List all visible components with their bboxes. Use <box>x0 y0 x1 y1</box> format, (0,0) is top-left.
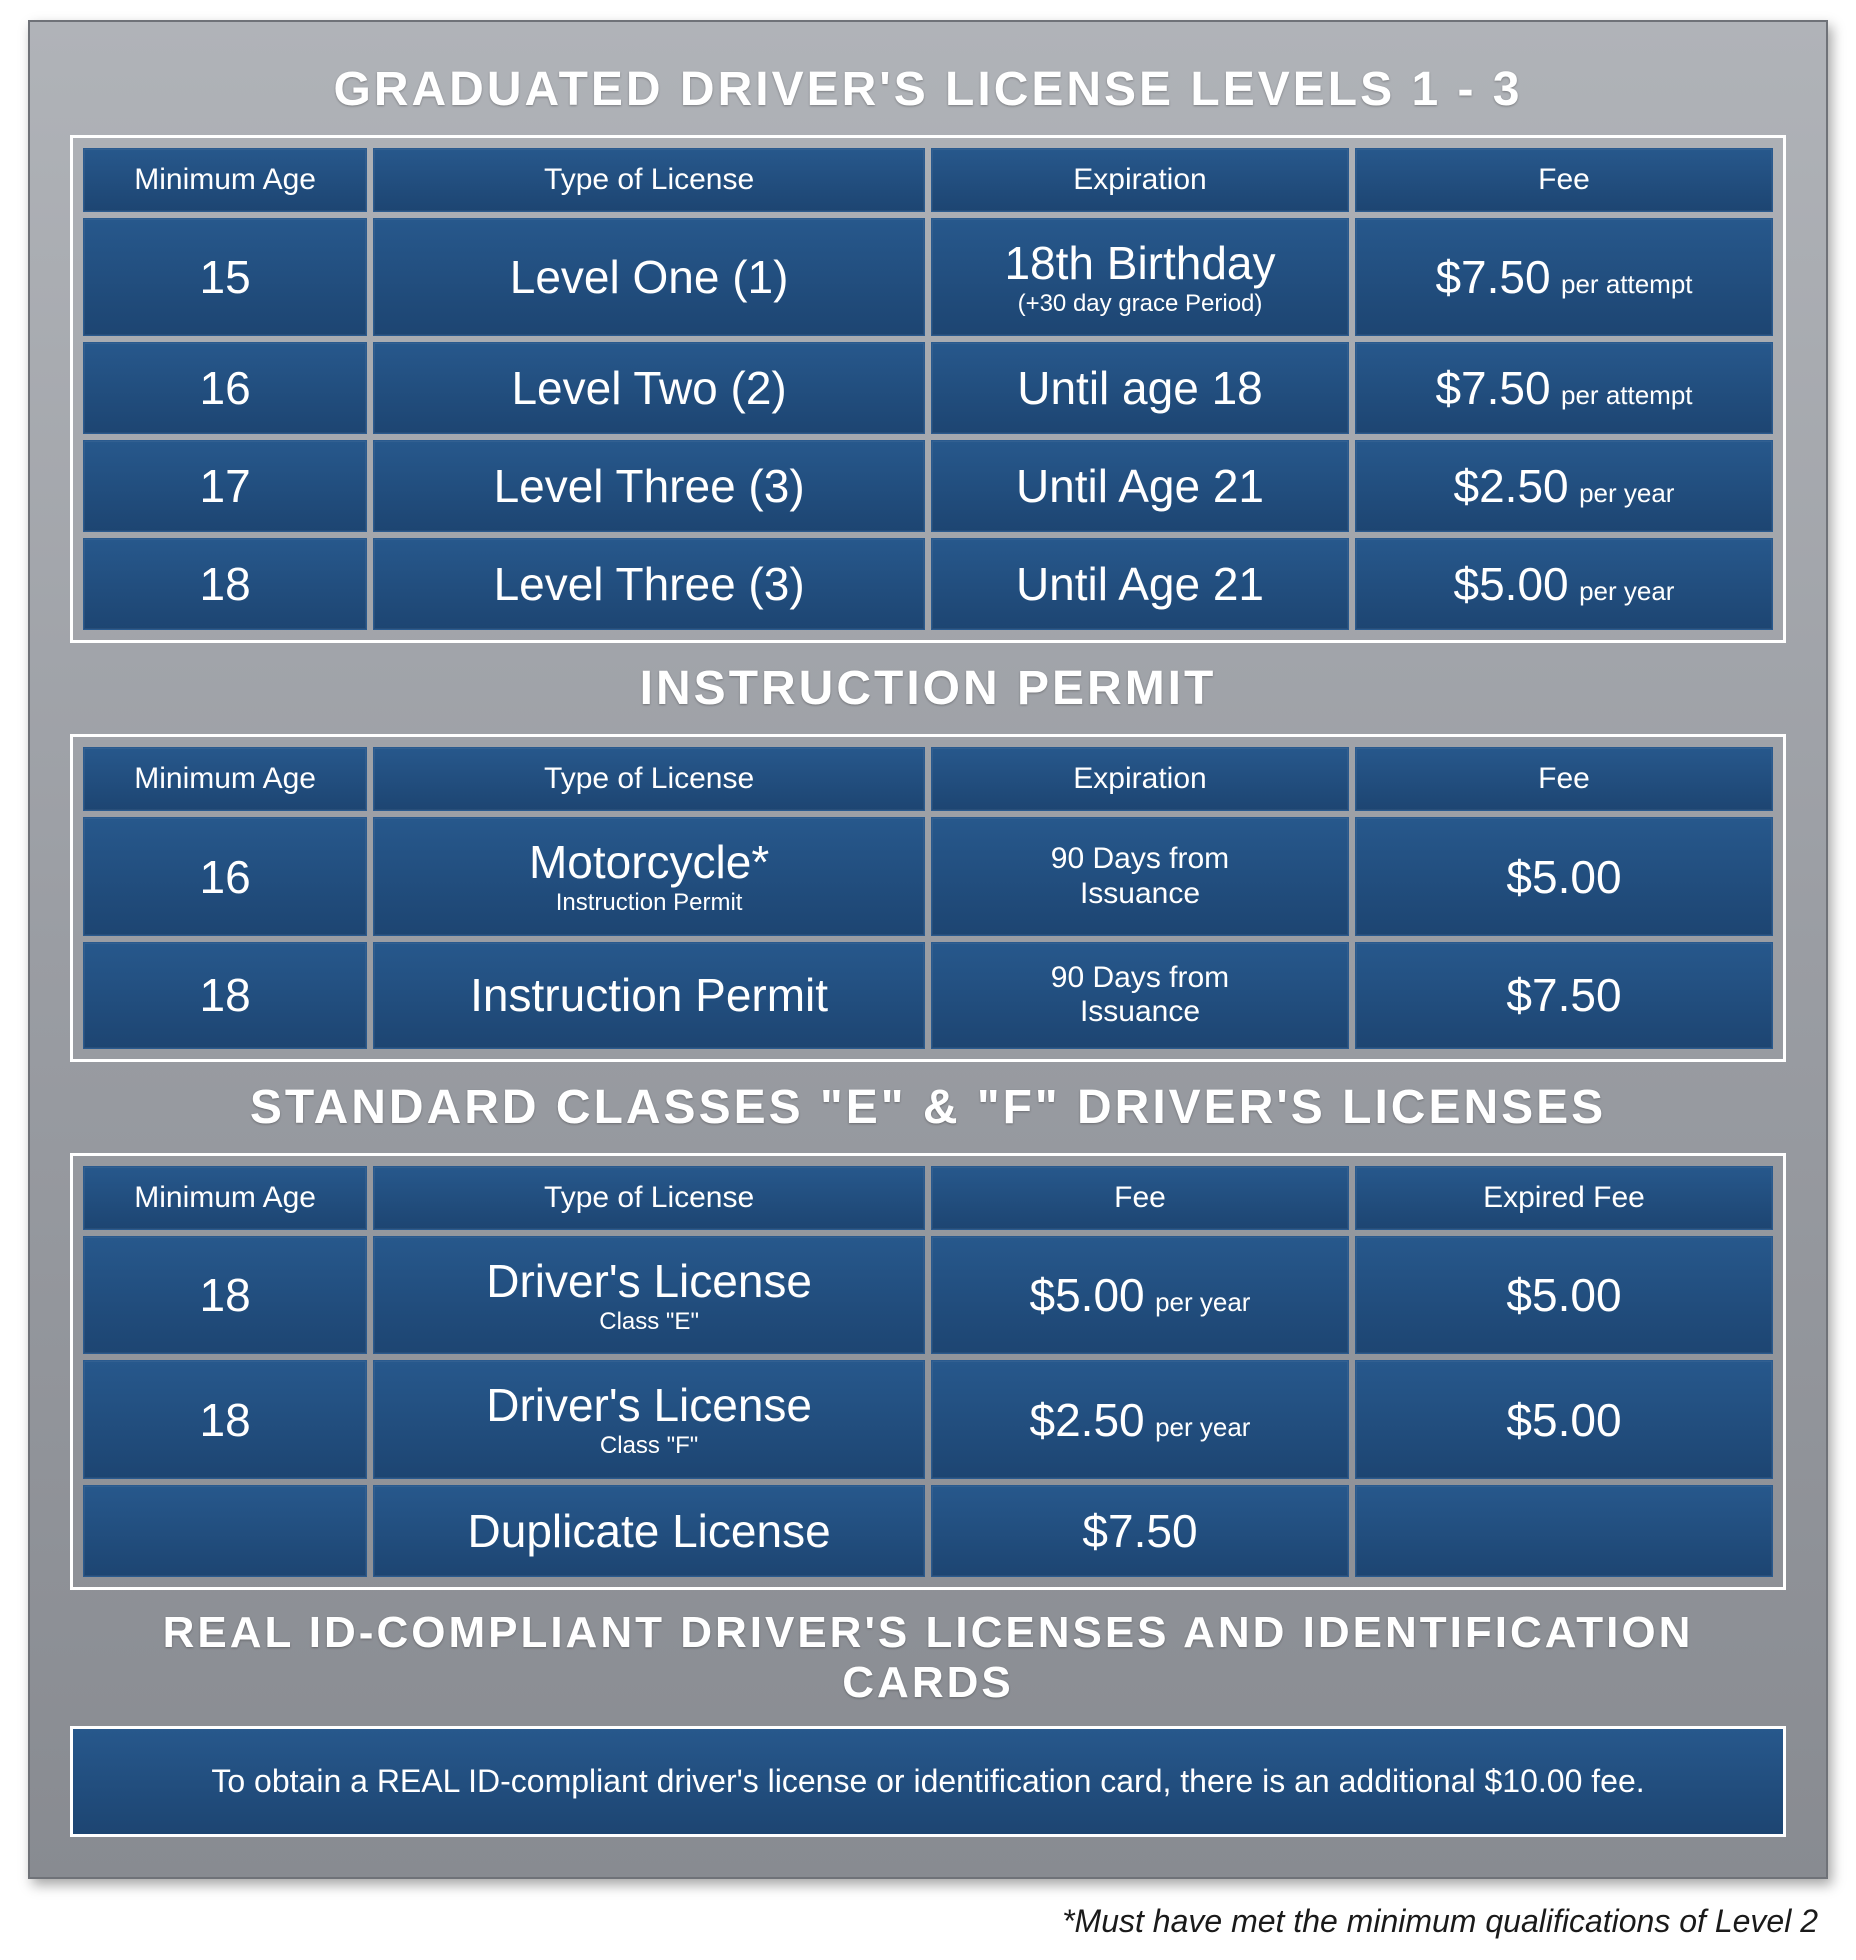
cell-age: 16 <box>83 817 367 935</box>
cell-age: 18 <box>83 1236 367 1354</box>
col-header: Fee <box>1355 747 1773 811</box>
cell-type: Level Three (3) <box>373 440 925 532</box>
cell-age: 18 <box>83 538 367 630</box>
col-header: Expiration <box>931 148 1349 212</box>
cell-age: 18 <box>83 942 367 1049</box>
fee-amount: $7.50 <box>1435 362 1550 414</box>
cell-fee: $7.50 <box>1355 942 1773 1049</box>
cell-subtext: Issuance <box>942 877 1338 912</box>
cell-expiration: 90 Days from Issuance <box>931 942 1349 1049</box>
section-title-realid: REAL ID-COMPLIANT DRIVER'S LICENSES AND … <box>70 1608 1786 1708</box>
cell-fee: $5.00 per year <box>1355 538 1773 630</box>
cell-age: 16 <box>83 342 367 434</box>
cell-age: 15 <box>83 218 367 336</box>
cell-fee: $5.00 per year <box>931 1236 1349 1354</box>
fee-unit: per year <box>1155 1287 1250 1317</box>
cell-type: Level Three (3) <box>373 538 925 630</box>
fee-amount: $2.50 <box>1454 460 1569 512</box>
cell-fee: $7.50 per attempt <box>1355 342 1773 434</box>
cell-expired-fee: $5.00 <box>1355 1360 1773 1478</box>
cell-expiration: Until Age 21 <box>931 440 1349 532</box>
cell-age: 17 <box>83 440 367 532</box>
cell-type: Driver's License Class "F" <box>373 1360 925 1478</box>
table-instruction: Minimum Age Type of License Expiration F… <box>70 734 1786 1061</box>
cell-expired-fee: $5.00 <box>1355 1236 1773 1354</box>
fee-amount: $7.50 <box>1435 251 1550 303</box>
section-title-instruction: INSTRUCTION PERMIT <box>70 661 1786 716</box>
cell-expired-fee <box>1355 1485 1773 1577</box>
footnote: *Must have met the minimum qualification… <box>28 1903 1828 1940</box>
table-header-row: Minimum Age Type of License Expiration F… <box>83 148 1773 212</box>
fee-unit: per attempt <box>1561 269 1693 299</box>
table-row: 18 Level Three (3) Until Age 21 $5.00 pe… <box>83 538 1773 630</box>
cell-type: Level One (1) <box>373 218 925 336</box>
fee-amount: $2.50 <box>1030 1394 1145 1446</box>
col-header: Fee <box>1355 148 1773 212</box>
table-row: Duplicate License $7.50 <box>83 1485 1773 1577</box>
section-title-standard: STANDARD CLASSES "E" & "F" DRIVER'S LICE… <box>70 1080 1786 1135</box>
cell-expiration: 18th Birthday (+30 day grace Period) <box>931 218 1349 336</box>
col-header: Minimum Age <box>83 747 367 811</box>
fee-unit: per year <box>1579 478 1674 508</box>
cell-type: Duplicate License <box>373 1485 925 1577</box>
cell-subtext: Class "E" <box>384 1308 914 1336</box>
cell-fee: $2.50 per year <box>931 1360 1349 1478</box>
cell-fee: $2.50 per year <box>1355 440 1773 532</box>
col-header: Expired Fee <box>1355 1166 1773 1230</box>
table-row: 18 Driver's License Class "F" $2.50 per … <box>83 1360 1773 1478</box>
cell-age <box>83 1485 367 1577</box>
cell-text: Driver's License <box>384 1379 914 1432</box>
cell-type: Motorcycle* Instruction Permit <box>373 817 925 935</box>
col-header: Type of License <box>373 1166 925 1230</box>
table-row: 16 Level Two (2) Until age 18 $7.50 per … <box>83 342 1773 434</box>
col-header: Minimum Age <box>83 1166 367 1230</box>
cell-text: 18th Birthday <box>942 237 1338 290</box>
table-row: 16 Motorcycle* Instruction Permit 90 Day… <box>83 817 1773 935</box>
table-graduated: Minimum Age Type of License Expiration F… <box>70 135 1786 643</box>
col-header: Type of License <box>373 148 925 212</box>
table-row: 18 Driver's License Class "E" $5.00 per … <box>83 1236 1773 1354</box>
section-title-graduated: GRADUATED DRIVER'S LICENSE LEVELS 1 - 3 <box>70 62 1786 117</box>
table-header-row: Minimum Age Type of License Fee Expired … <box>83 1166 1773 1230</box>
table-standard: Minimum Age Type of License Fee Expired … <box>70 1153 1786 1590</box>
col-header: Expiration <box>931 747 1349 811</box>
col-header: Type of License <box>373 747 925 811</box>
cell-age: 18 <box>83 1360 367 1478</box>
cell-subtext: (+30 day grace Period) <box>942 290 1338 318</box>
table-row: 15 Level One (1) 18th Birthday (+30 day … <box>83 218 1773 336</box>
cell-expiration: Until age 18 <box>931 342 1349 434</box>
cell-type: Instruction Permit <box>373 942 925 1049</box>
cell-type: Driver's License Class "E" <box>373 1236 925 1354</box>
cell-text: Driver's License <box>384 1255 914 1308</box>
cell-subtext: Instruction Permit <box>384 889 914 917</box>
table-header-row: Minimum Age Type of License Expiration F… <box>83 747 1773 811</box>
fee-unit: per year <box>1579 576 1674 606</box>
cell-text: 90 Days from <box>942 961 1338 996</box>
cell-fee: $7.50 <box>931 1485 1349 1577</box>
cell-text: 90 Days from <box>942 842 1338 877</box>
fee-amount: $5.00 <box>1454 558 1569 610</box>
col-header: Fee <box>931 1166 1349 1230</box>
cell-expiration: 90 Days from Issuance <box>931 817 1349 935</box>
cell-type: Level Two (2) <box>373 342 925 434</box>
table-row: 17 Level Three (3) Until Age 21 $2.50 pe… <box>83 440 1773 532</box>
cell-text: Motorcycle* <box>384 836 914 889</box>
fee-unit: per attempt <box>1561 380 1693 410</box>
cell-expiration: Until Age 21 <box>931 538 1349 630</box>
realid-info-box: To obtain a REAL ID-compliant driver's l… <box>70 1726 1786 1837</box>
cell-subtext: Class "F" <box>384 1432 914 1460</box>
col-header: Minimum Age <box>83 148 367 212</box>
cell-subtext: Issuance <box>942 995 1338 1030</box>
fee-amount: $5.00 <box>1030 1269 1145 1321</box>
cell-fee: $5.00 <box>1355 817 1773 935</box>
cell-fee: $7.50 per attempt <box>1355 218 1773 336</box>
table-row: 18 Instruction Permit 90 Days from Issua… <box>83 942 1773 1049</box>
fee-unit: per year <box>1155 1412 1250 1442</box>
license-fee-panel: GRADUATED DRIVER'S LICENSE LEVELS 1 - 3 … <box>28 20 1828 1879</box>
